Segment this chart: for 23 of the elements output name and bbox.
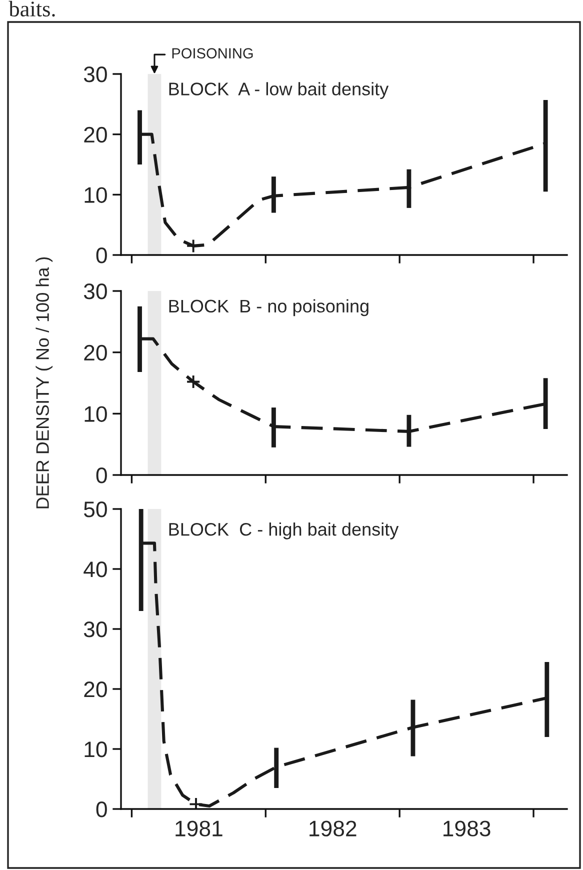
chart-title: BLOCK B - no poisoning bbox=[169, 299, 368, 316]
y-tick-label: 20 bbox=[84, 344, 107, 361]
y-tick-label: 10 bbox=[84, 406, 107, 422]
x-tick-label: 1983 bbox=[444, 820, 490, 836]
band-label: POISONING bbox=[172, 48, 253, 58]
y-tick-label: 10 bbox=[84, 187, 107, 203]
y-tick-label: 40 bbox=[84, 562, 107, 578]
y-tick-label: 20 bbox=[84, 682, 107, 698]
x-tick-label: 1981 bbox=[176, 820, 222, 836]
x-tick-label: 1982 bbox=[310, 820, 356, 836]
y-tick-label: 30 bbox=[84, 66, 107, 82]
chart-title: BLOCK A - low bait density bbox=[169, 82, 389, 99]
y-tick-label: 0 bbox=[96, 468, 107, 484]
y-tick-label: 50 bbox=[84, 502, 107, 518]
y-tick-label: 30 bbox=[84, 284, 107, 300]
y-tick-label: 30 bbox=[84, 622, 107, 638]
y-tick-label: 10 bbox=[84, 742, 107, 758]
y-tick-label: 0 bbox=[96, 802, 107, 818]
text: BLOCK C - high bait density bbox=[169, 522, 399, 540]
y-tick-label: 20 bbox=[84, 126, 107, 143]
y-axis-title: DEER DENSITY ( No / 100 ha ) bbox=[36, 257, 53, 508]
text: baits. bbox=[8, 0, 55, 17]
y-tick-label: 0 bbox=[96, 248, 107, 264]
